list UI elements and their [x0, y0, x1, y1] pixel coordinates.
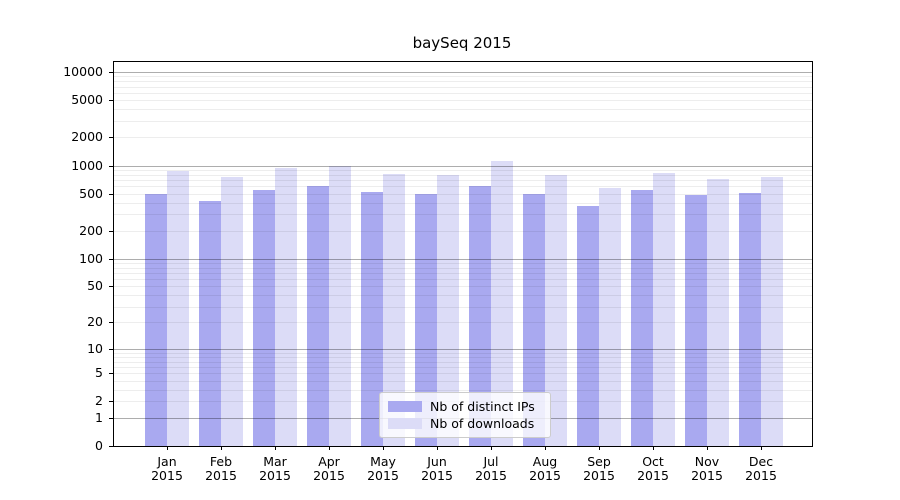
bar-distinct-ips — [415, 193, 437, 446]
bar-downloads — [653, 173, 675, 446]
y-tick-label: 100 — [79, 250, 103, 266]
gridline-minor — [114, 92, 812, 94]
y-tick-label: 10 — [87, 340, 103, 356]
bar-distinct-ips — [685, 195, 707, 446]
x-tick-mark — [167, 446, 168, 450]
bar-distinct-ips — [199, 200, 221, 446]
bar-downloads — [545, 175, 567, 446]
x-tick-mark — [707, 446, 708, 450]
bar-downloads — [761, 177, 783, 446]
bar-distinct-ips — [631, 190, 653, 446]
x-tick-label: Jul 2015 — [475, 454, 507, 483]
x-tick-label: Oct 2015 — [637, 454, 669, 483]
x-tick-label: Apr 2015 — [313, 454, 345, 483]
gridline-minor — [114, 100, 812, 102]
x-tick-mark — [761, 446, 762, 450]
y-tick-label: 2000 — [71, 129, 103, 145]
legend: Nb of distinct IPs Nb of downloads — [379, 392, 551, 438]
y-tick-mark — [109, 193, 113, 195]
bar-downloads — [383, 173, 405, 446]
gridline-minor — [114, 169, 812, 171]
bar-downloads — [167, 171, 189, 446]
bar-distinct-ips — [307, 186, 329, 446]
bar-downloads — [329, 165, 351, 446]
gridline-major — [114, 72, 812, 73]
y-tick-mark — [109, 446, 113, 447]
y-tick-label: 0 — [95, 438, 103, 453]
x-tick-mark — [491, 446, 492, 450]
bar-distinct-ips — [469, 185, 491, 446]
bar-downloads — [599, 187, 621, 446]
x-tick-label: Mar 2015 — [259, 454, 291, 483]
y-tick-label: 5 — [95, 365, 103, 381]
y-tick-mark — [109, 230, 113, 232]
gridline-minor — [114, 137, 812, 139]
y-tick-label: 500 — [79, 185, 103, 201]
legend-label-downloads: Nb of downloads — [430, 416, 535, 431]
x-tick-mark — [221, 446, 222, 450]
bar-downloads — [437, 174, 459, 446]
x-tick-label: Dec 2015 — [745, 454, 777, 483]
legend-swatch-distinct-ips — [388, 401, 422, 412]
y-tick-mark — [109, 286, 113, 288]
y-tick-label: 2 — [95, 393, 103, 409]
y-tick-label: 1000 — [71, 157, 103, 173]
y-tick-label: 200 — [79, 222, 103, 238]
x-tick-label: Jan 2015 — [151, 454, 183, 483]
plot-area: 0 1 2 5 10 20 50 100 200 500 1000 2000 5000 10000 Jan 2… — [63, 61, 813, 483]
x-tick-mark — [437, 446, 438, 450]
gridline-minor — [114, 76, 812, 78]
legend-item-downloads: Nb of downloads — [388, 415, 542, 432]
y-tick-mark — [109, 137, 113, 139]
y-tick-label: 20 — [87, 314, 103, 330]
y-tick-label: 10000 — [63, 64, 103, 79]
gridline-minor — [114, 109, 812, 111]
gridline-minor — [114, 86, 812, 88]
x-tick-label: May 2015 — [367, 454, 399, 483]
gridline-minor — [114, 174, 812, 176]
gridline-minor — [114, 81, 812, 83]
bar-distinct-ips — [739, 193, 761, 446]
y-tick-mark — [109, 373, 113, 375]
bar-distinct-ips — [361, 192, 383, 446]
y-tick-label: 5000 — [71, 92, 103, 108]
bar-downloads — [491, 160, 513, 446]
bar-distinct-ips — [523, 193, 545, 446]
y-tick-mark — [109, 165, 113, 167]
x-tick-label: Jun 2015 — [421, 454, 453, 483]
y-tick-mark — [109, 100, 113, 102]
gridline-minor — [114, 120, 812, 122]
x-tick-label: Feb 2015 — [205, 454, 237, 483]
bar-downloads — [707, 179, 729, 446]
x-tick-mark — [653, 446, 654, 450]
x-tick-mark — [599, 446, 600, 450]
legend-label-distinct-ips: Nb of distinct IPs — [430, 399, 535, 414]
bar-downloads — [275, 167, 297, 446]
gridline-major — [114, 165, 812, 167]
x-tick-mark — [275, 446, 276, 450]
bar-distinct-ips — [145, 193, 167, 446]
x-tick-mark — [329, 446, 330, 450]
y-tick-mark — [109, 322, 113, 324]
chart-title: baySeq 2015 — [412, 34, 512, 52]
x-tick-mark — [545, 446, 546, 450]
y-tick-mark — [109, 401, 113, 403]
y-tick-mark — [109, 258, 113, 260]
x-tick-mark — [383, 446, 384, 450]
y-tick-label: 50 — [87, 278, 103, 294]
legend-item-distinct-ips: Nb of distinct IPs — [388, 398, 542, 415]
y-tick-mark — [109, 348, 113, 350]
x-tick-label: Sep 2015 — [583, 454, 615, 483]
y-tick-mark — [109, 72, 113, 73]
bar-distinct-ips — [253, 189, 275, 446]
bar-downloads — [221, 176, 243, 446]
y-tick-mark — [109, 417, 113, 419]
bar-distinct-ips — [577, 205, 599, 446]
x-tick-label: Aug 2015 — [529, 454, 561, 483]
y-tick-label: 1 — [95, 409, 103, 425]
legend-swatch-downloads — [388, 418, 422, 429]
x-tick-label: Nov 2015 — [691, 454, 723, 483]
